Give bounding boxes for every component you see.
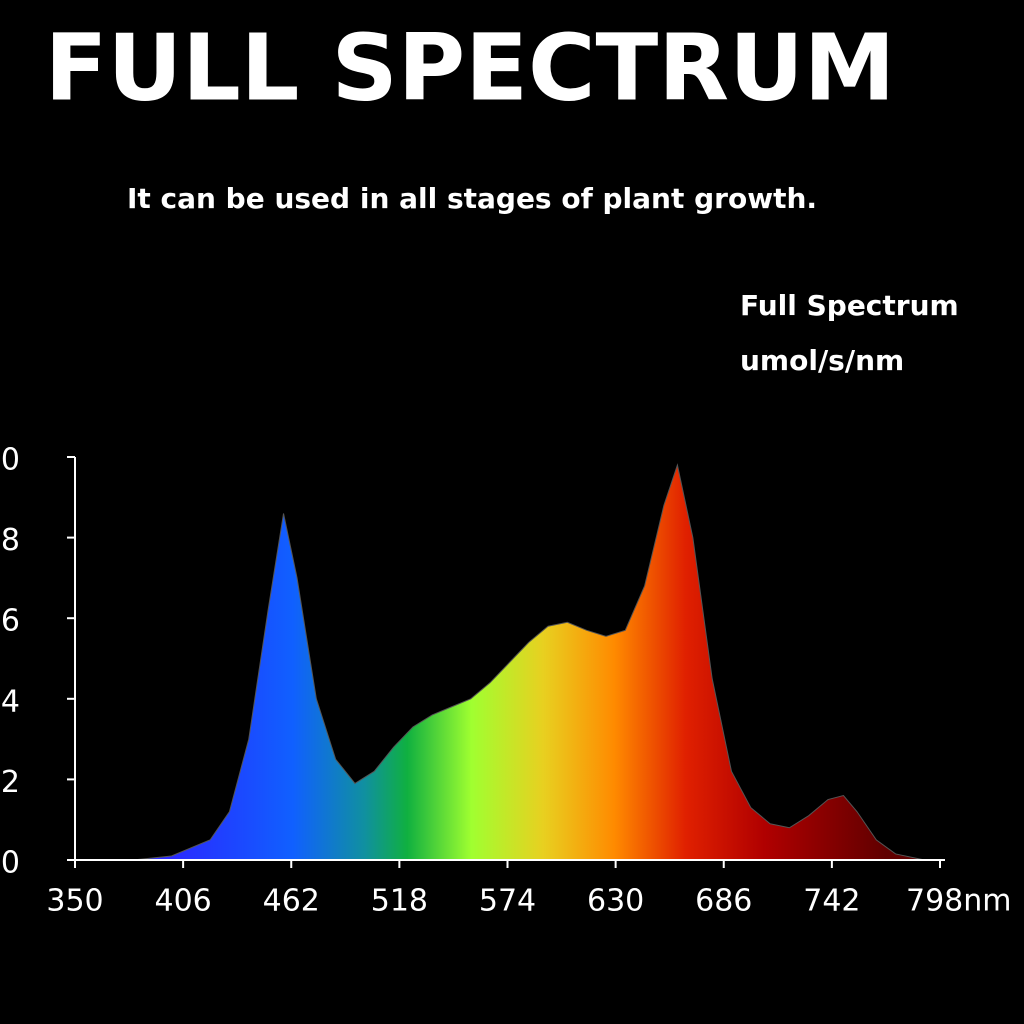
y-tick-label: 0.6 [0, 604, 20, 639]
x-tick-label: 742 [803, 884, 860, 919]
x-tick-label: 798nm [906, 884, 1012, 919]
x-tick-label: 462 [263, 884, 320, 919]
x-tick-label: 574 [479, 884, 536, 919]
y-tick-label: 0 [1, 846, 20, 881]
x-tick-label: 406 [154, 884, 211, 919]
chart-title: FULL SPECTRUM [45, 14, 896, 121]
y-tick-label: 0.2 [0, 765, 20, 800]
x-tick-label: 350 [46, 884, 103, 919]
y-axis-label: Full Spectrum [740, 289, 959, 322]
spectrum-area [132, 463, 925, 861]
chart-subtitle: It can be used in all stages of plant gr… [127, 182, 817, 215]
x-tick-label: 518 [371, 884, 428, 919]
y-tick-label: 1.0 [0, 443, 20, 478]
y-tick-label: 0.8 [0, 523, 20, 558]
x-tick-label: 686 [695, 884, 752, 919]
x-tick-label: 630 [587, 884, 644, 919]
y-tick-label: 0.4 [0, 684, 20, 719]
y-axis-label: umol/s/nm [740, 344, 904, 377]
